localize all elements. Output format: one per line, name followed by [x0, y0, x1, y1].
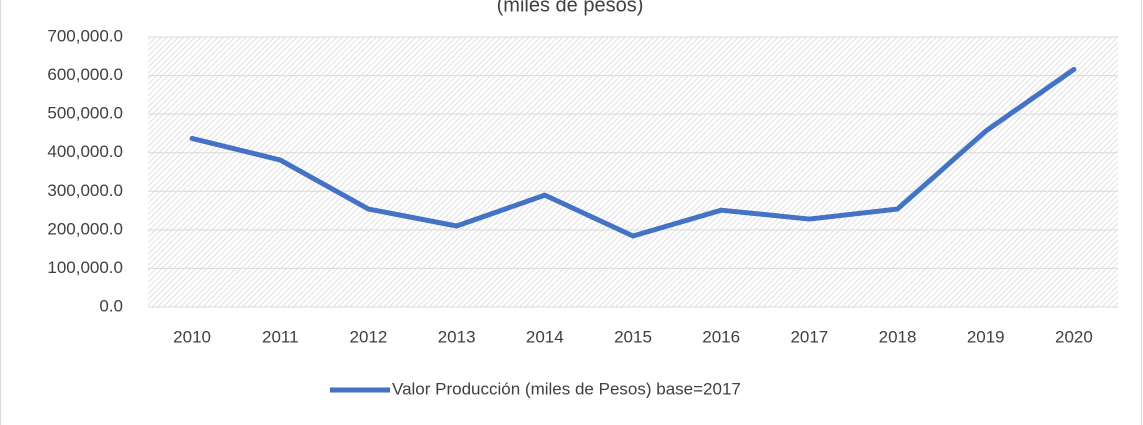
y-tick-label: 0.0	[99, 296, 123, 315]
plot-area	[148, 37, 1118, 307]
y-tick-label: 400,000.0	[47, 142, 123, 161]
y-tick-label: 200,000.0	[47, 219, 123, 238]
x-tick-label: 2012	[350, 327, 388, 346]
legend-label: Valor Producción (miles de Pesos) base=2…	[392, 379, 741, 398]
x-tick-label: 2013	[438, 327, 476, 346]
x-tick-label: 2014	[526, 327, 564, 346]
y-tick-label: 500,000.0	[47, 104, 123, 123]
x-tick-label: 2020	[1055, 327, 1093, 346]
chart-title: (miles de pesos)	[497, 0, 644, 16]
x-tick-label: 2011	[262, 327, 299, 346]
x-tick-label: 2010	[173, 327, 211, 346]
y-tick-label: 100,000.0	[47, 258, 123, 277]
x-tick-label: 2015	[614, 327, 652, 346]
y-tick-label: 700,000.0	[47, 26, 123, 45]
y-tick-label: 300,000.0	[47, 181, 123, 200]
x-tick-label: 2018	[879, 327, 917, 346]
x-tick-label: 2016	[702, 327, 740, 346]
x-tick-label: 2017	[790, 327, 828, 346]
line-series	[189, 66, 1077, 239]
y-tick-label: 600,000.0	[47, 65, 123, 84]
x-tick-label: 2019	[967, 327, 1005, 346]
